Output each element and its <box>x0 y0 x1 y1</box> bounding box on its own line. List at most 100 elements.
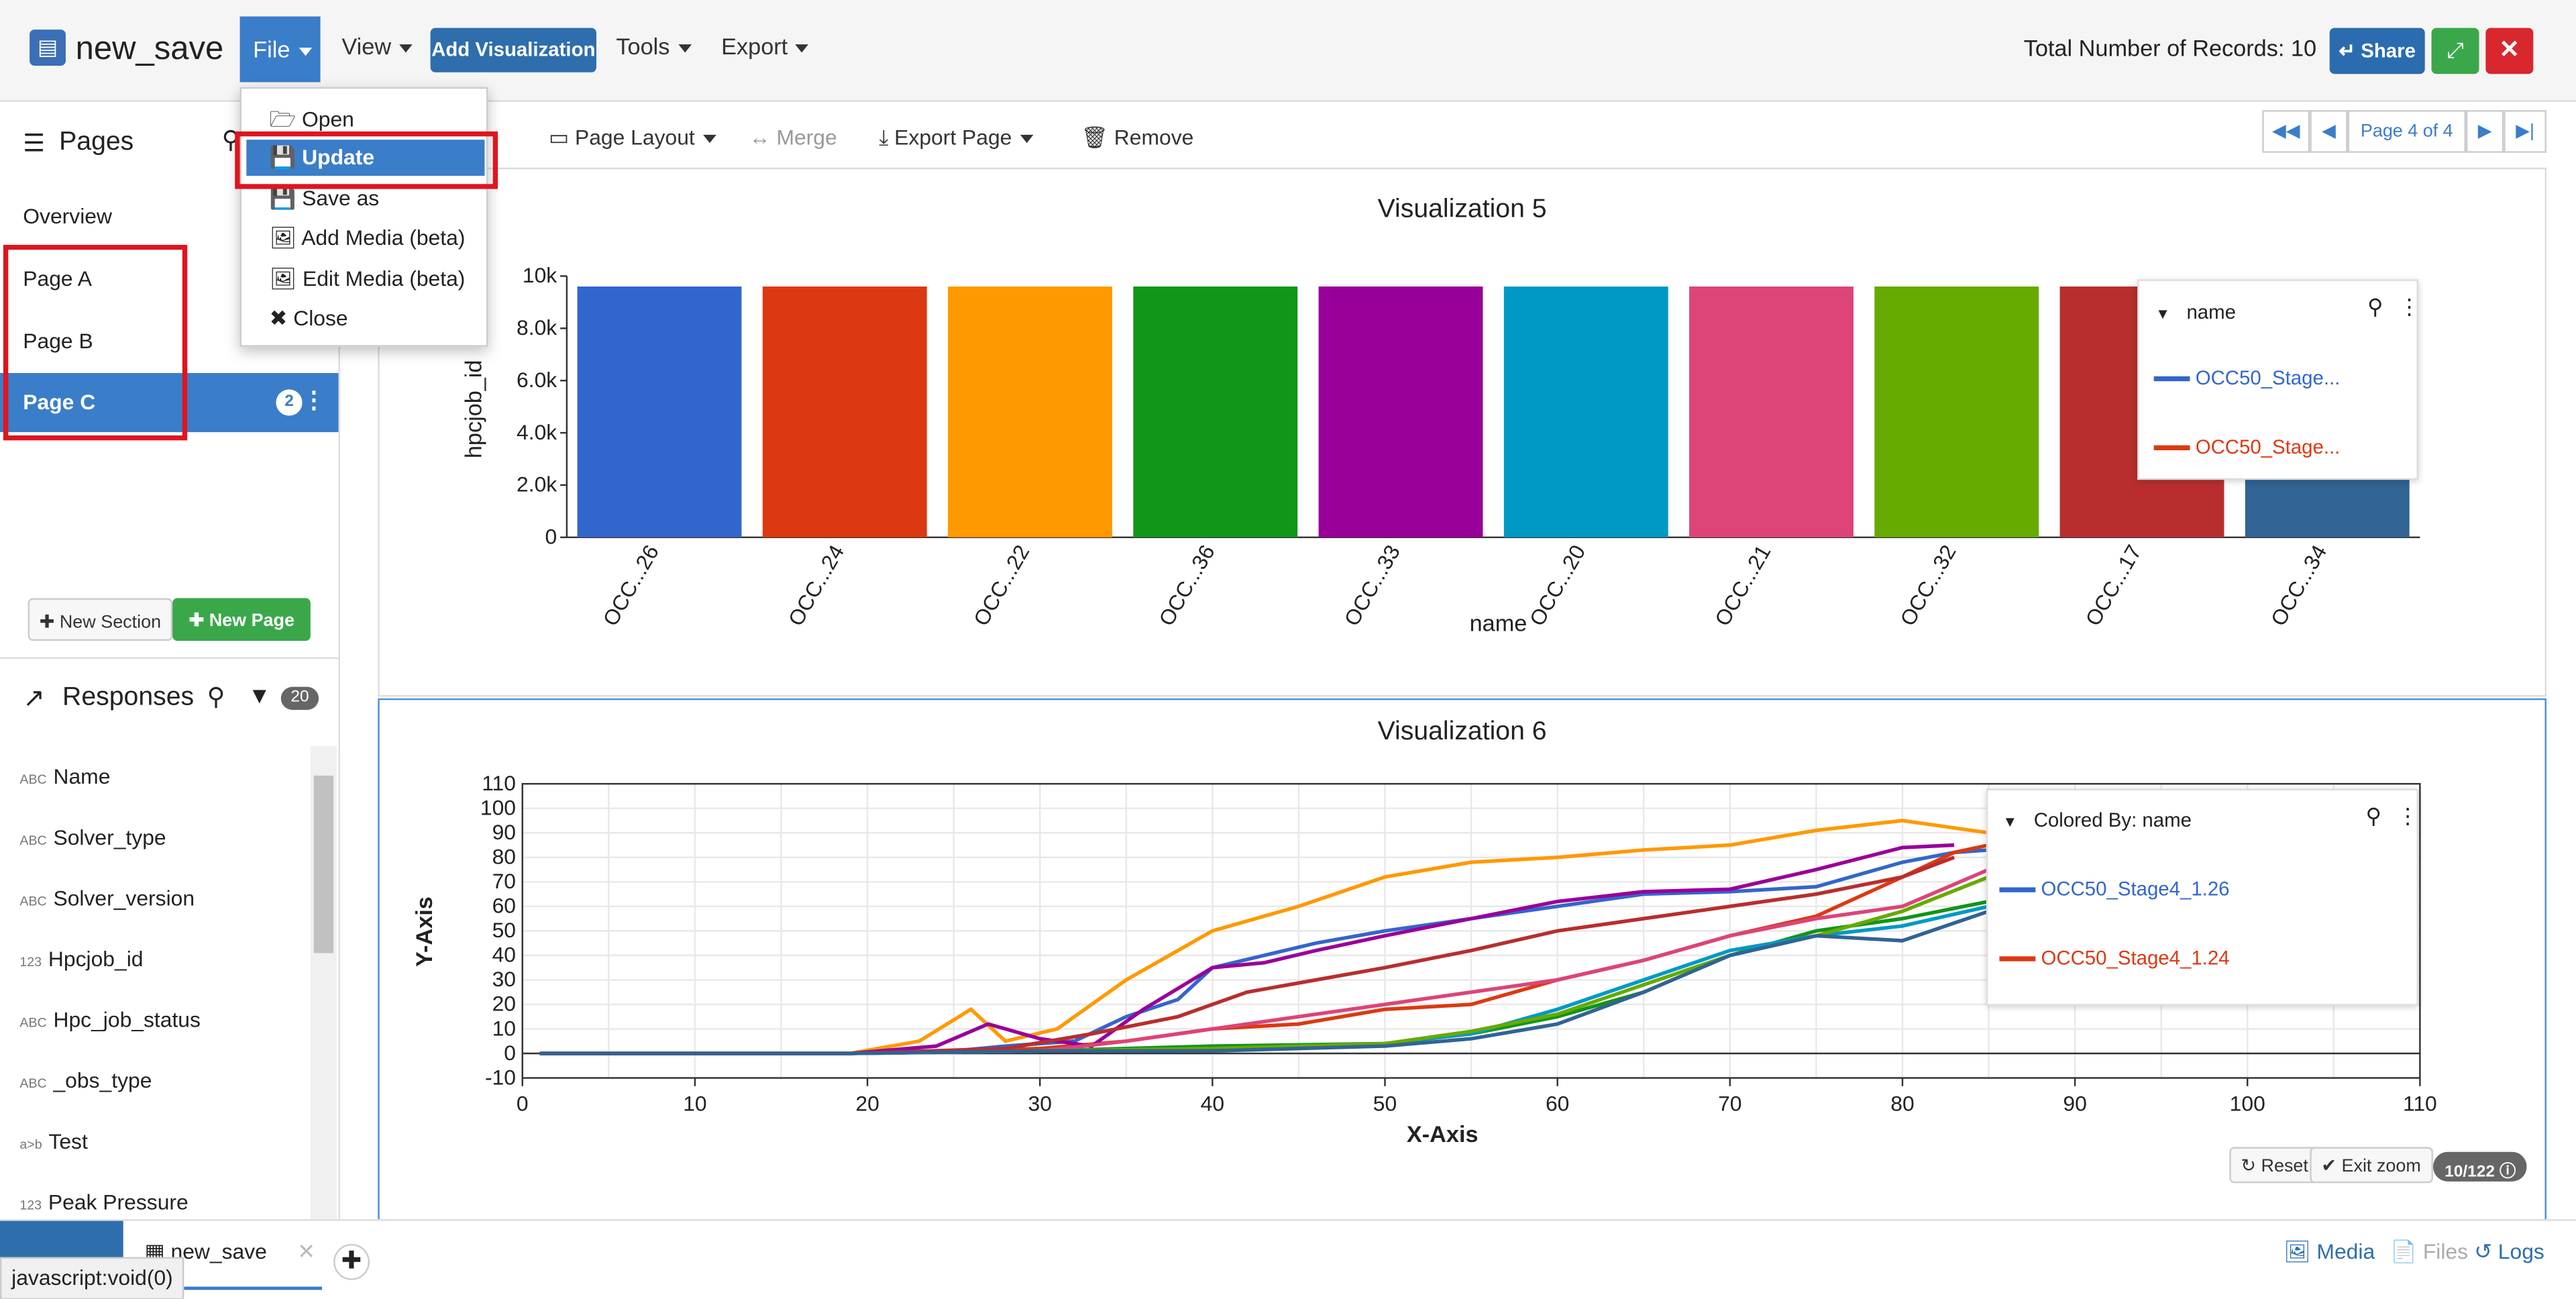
x-tick-label: OCC...21 <box>1710 541 1776 630</box>
series-line <box>539 848 1989 1055</box>
page-item-c[interactable]: Page C 2 ⋮ <box>0 372 339 433</box>
legend-item[interactable]: OCC50_Stage... <box>2153 435 2340 458</box>
new-page-button[interactable]: ✚ New Page <box>172 598 311 641</box>
scrollbar-thumb[interactable] <box>313 775 334 953</box>
legend-title: name <box>2186 301 2237 324</box>
page-item-overview[interactable]: Overview <box>0 187 338 246</box>
x-tick-label: 30 <box>1028 1092 1052 1116</box>
y-tick-label: 6.0k <box>517 368 557 392</box>
add-media-label: Add Media (beta) <box>301 225 466 250</box>
y-tick-label: 50 <box>492 918 516 942</box>
open-label: Open <box>302 107 354 132</box>
share-button[interactable]: ↵ Share <box>2329 28 2425 74</box>
page-item-label: Page C <box>23 389 96 415</box>
vis5-legend[interactable]: ▼ name ⚲ ⋮ OCC50_Stage... OCC50_Stage... <box>2137 279 2420 480</box>
page-item-a[interactable]: Page A <box>0 250 338 309</box>
next-page-button[interactable]: ▶ <box>2465 110 2504 153</box>
y-tick-label: 10 <box>492 1016 516 1040</box>
add-visualization-button[interactable]: Add Visualization <box>430 28 596 72</box>
response-item[interactable]: ABC Solver_type <box>19 825 166 849</box>
more-options-icon[interactable]: ⋮ <box>302 386 325 413</box>
close-tab-icon[interactable]: ✕ <box>297 1239 315 1264</box>
search-icon[interactable]: ⚲ <box>2367 294 2383 319</box>
exit-zoom-button[interactable]: ✔ Exit zoom <box>2310 1147 2432 1184</box>
export-page-label: Export Page <box>894 125 1012 150</box>
more-options-icon[interactable]: ⋮ <box>2397 803 2418 829</box>
y-tick-label: 110 <box>482 771 516 795</box>
add-tab-button[interactable]: ✚ <box>333 1243 370 1280</box>
image-icon: 🖼 <box>269 225 297 250</box>
type-icon: 123 <box>19 1198 42 1213</box>
more-options-icon[interactable]: ⋮ <box>2398 294 2420 319</box>
remove-button[interactable]: 🗑 Remove <box>1081 125 1193 151</box>
legend-label: OCC50_Stage4_1.26 <box>2041 877 2230 901</box>
x-tick-label: OCC...32 <box>1895 541 1961 630</box>
close-menu-item[interactable]: ✖ Close <box>270 306 348 332</box>
scrollbar[interactable] <box>310 745 337 1220</box>
y-axis-label: hpcjob_id <box>462 360 487 458</box>
chart-title: Visualization 6 <box>1377 718 1547 746</box>
prev-page-button[interactable]: ◀ <box>2310 110 2348 153</box>
collapse-icon[interactable]: ▼ <box>2002 813 2018 830</box>
expand-button[interactable]: ⤢ <box>2431 28 2479 74</box>
response-item[interactable]: 123 Peak Pressure <box>19 1190 188 1214</box>
file-menu-button[interactable]: File <box>239 16 321 83</box>
merge-button[interactable]: ↔ Merge <box>749 125 837 150</box>
top-bar <box>0 0 2576 102</box>
series-line <box>539 819 1989 1055</box>
y-tick-label: 70 <box>492 869 516 893</box>
legend-swatch <box>1999 888 2036 893</box>
response-item[interactable]: a>b Test <box>19 1129 87 1153</box>
collapse-icon[interactable]: ▼ <box>2155 305 2170 323</box>
export-page-menu[interactable]: ⤓ Export Page <box>879 125 1034 151</box>
legend-item[interactable]: OCC50_Stage... <box>2153 366 2340 389</box>
file-icon: 📄 <box>2390 1239 2417 1264</box>
responses-count-badge: 20 <box>280 686 319 710</box>
response-item[interactable]: 123 Hpcjob_id <box>19 947 143 972</box>
y-tick-label: 4.0k <box>517 420 557 444</box>
update-menu-item[interactable]: 💾 Update <box>246 140 485 176</box>
chevron-down-icon <box>703 134 716 144</box>
y-tick-label: 20 <box>492 992 516 1016</box>
chevron-down-icon <box>399 44 413 52</box>
files-label: Files <box>2422 1239 2469 1264</box>
legend-item[interactable]: OCC50_Stage4_1.26 <box>1999 877 2230 901</box>
files-link[interactable]: 📄 Files <box>2390 1239 2468 1265</box>
response-item[interactable]: ABC Hpc_job_status <box>19 1007 201 1032</box>
view-menu[interactable]: View <box>341 33 413 59</box>
response-item[interactable]: ABC Name <box>19 764 110 789</box>
legend-item[interactable]: OCC50_Stage4_1.24 <box>1999 947 2230 970</box>
vis6-legend[interactable]: ▼ Colored By: name ⚲ ⋮ OCC50_Stage4_1.26… <box>1986 788 2418 1006</box>
y-tick-label: 40 <box>492 943 516 967</box>
add-media-menu-item[interactable]: 🖼 Add Media (beta) <box>270 225 466 252</box>
export-menu[interactable]: Export <box>721 33 810 59</box>
search-icon[interactable]: ⚲ <box>2365 803 2381 829</box>
last-page-button[interactable]: ▶| <box>2504 110 2546 153</box>
first-page-button[interactable]: ◀◀ <box>2262 110 2310 153</box>
tools-menu[interactable]: Tools <box>616 32 692 60</box>
new-page-label: New Page <box>209 611 294 631</box>
page-item-b[interactable]: Page B <box>0 312 338 371</box>
x-tick-label: 90 <box>2063 1092 2086 1116</box>
logs-link[interactable]: ↺ Logs <box>2474 1239 2544 1265</box>
edit-media-menu-item[interactable]: 🖼 Edit Media (beta) <box>270 266 466 293</box>
tools-menu-label: Tools <box>616 32 670 60</box>
legend-swatch <box>2153 446 2190 451</box>
response-label: Hpcjob_id <box>48 946 144 972</box>
reset-zoom-button[interactable]: ↻ Reset <box>2229 1147 2320 1184</box>
page-layout-menu[interactable]: ▭ Page Layout <box>549 125 716 151</box>
response-item[interactable]: ABC _obs_type <box>19 1068 152 1093</box>
save-icon: 💾 <box>269 144 297 170</box>
new-section-button[interactable]: ✚ New Section <box>28 598 173 641</box>
media-link[interactable]: 🖼 Media <box>2284 1239 2375 1265</box>
legend-header: ▼ name <box>2155 301 2236 323</box>
save-as-menu-item[interactable]: 💾 Save as <box>270 186 380 212</box>
filter-icon[interactable]: ▼ <box>248 682 271 709</box>
series-line <box>539 909 1990 1055</box>
search-icon[interactable]: ⚲ <box>207 683 225 712</box>
response-item[interactable]: ABC Solver_version <box>19 886 195 911</box>
y-tick-label: 0 <box>545 525 557 549</box>
save-as-label: Save as <box>302 185 380 211</box>
close-button[interactable]: ✕ <box>2485 28 2534 74</box>
open-menu-item[interactable]: 🗁 Open <box>270 105 354 142</box>
